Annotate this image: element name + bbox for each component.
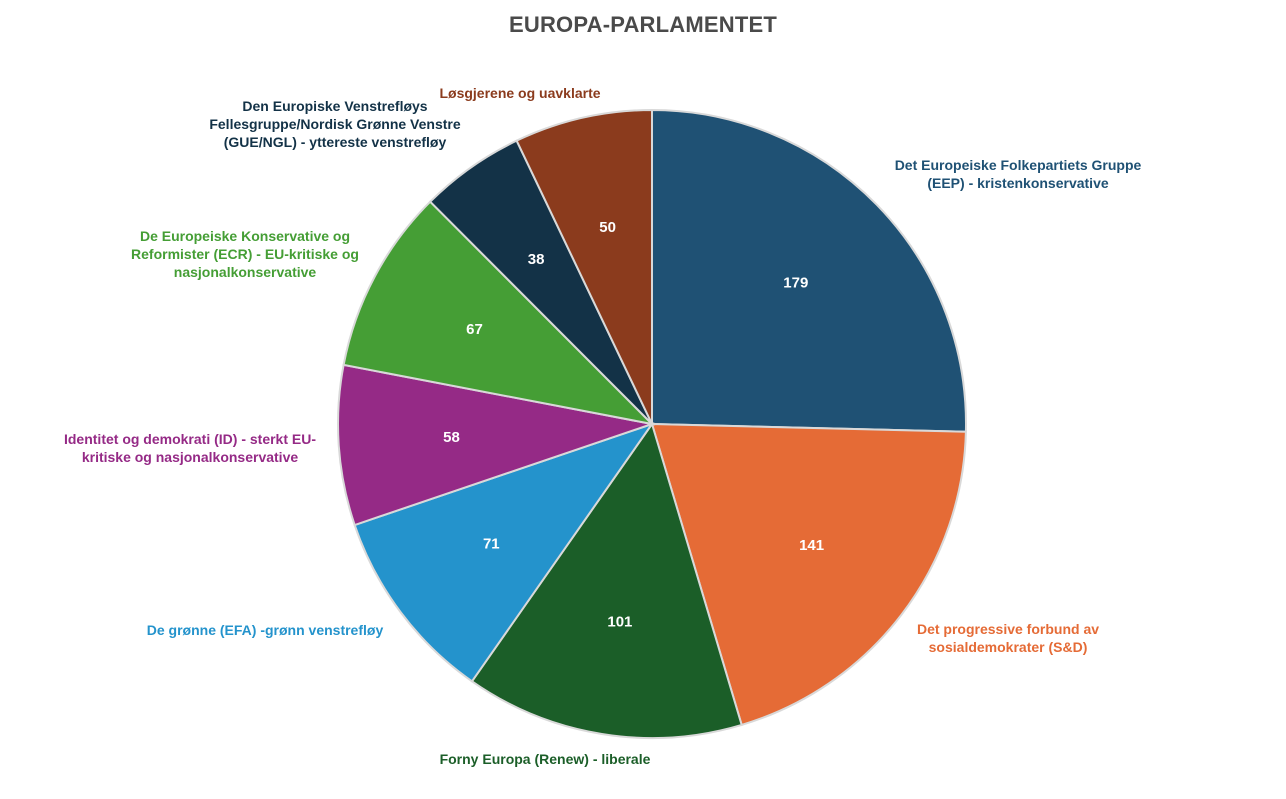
category-label-eep: Det Europeiske Folkepartiets Gruppe (EEP… xyxy=(894,157,1142,191)
slice-value-label: 179 xyxy=(783,275,808,292)
slice-value-label: 101 xyxy=(607,613,632,630)
slice-value-label: 38 xyxy=(528,251,545,268)
category-label-gue-ngl: Den Europiske Venstrefløys Fellesgruppe/… xyxy=(209,98,461,150)
pie-slice xyxy=(342,200,656,426)
pie-slice xyxy=(515,108,653,425)
category-label-ecr: De Europeiske Konservative og Reformiste… xyxy=(131,228,359,280)
slice-value-label: 50 xyxy=(599,219,616,236)
category-label-renew: Forny Europa (Renew) - liberale xyxy=(439,751,651,767)
category-label-id: Identitet og demokrati (ID) - sterkt EU-… xyxy=(63,431,317,465)
slice-value-label: 71 xyxy=(483,536,500,553)
chart-title: EUROPA-PARLAMENTET xyxy=(509,12,777,37)
pie-slice xyxy=(470,421,743,739)
slice-value-label: 141 xyxy=(799,537,824,554)
slice-value-label: 67 xyxy=(466,321,483,338)
category-label-losgjengere: Løsgjerene og uavklarte xyxy=(439,85,601,101)
pie-slice xyxy=(353,422,655,683)
category-label-sd: Det progressive forbund av sosialdemokra… xyxy=(916,621,1100,655)
slice-value-label: 58 xyxy=(443,429,460,446)
category-label-efa: De grønne (EFA) -grønn venstrefløy xyxy=(146,622,384,638)
pie-slice xyxy=(651,108,967,433)
pie-slice xyxy=(336,363,656,527)
pie-slice xyxy=(650,422,967,727)
